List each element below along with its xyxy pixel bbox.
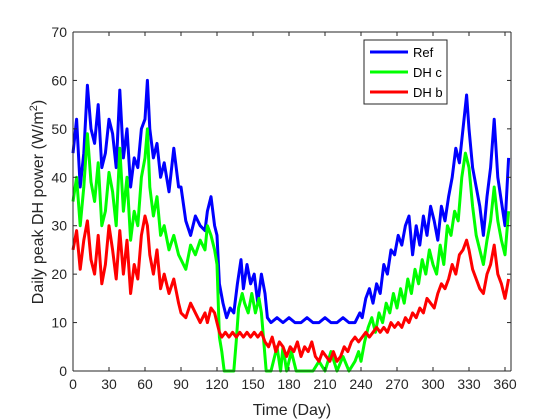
x-tick-label: 90 <box>173 376 189 392</box>
y-tick-label: 70 <box>51 24 67 40</box>
x-tick-label: 360 <box>493 376 517 392</box>
y-axis-label: Daily peak DH power (W/m2) <box>28 100 47 304</box>
y-axis-label-superscript: 2 <box>28 105 40 111</box>
x-tick-label: 150 <box>241 376 265 392</box>
x-tick-label: 60 <box>137 376 153 392</box>
x-tick-label: 330 <box>457 376 481 392</box>
legend: Ref DH c DH b <box>363 39 448 105</box>
x-tick-label: 30 <box>101 376 117 392</box>
ticks-layer: 0 30 60 90 120 150 180 210 240 270 300 330 360 0 10 20 3… <box>51 24 516 392</box>
legend-label-dh-c: DH c <box>413 65 442 80</box>
x-tick-label: 0 <box>69 376 77 392</box>
y-tick-label: 50 <box>51 121 67 137</box>
y-tick-label: 40 <box>51 169 67 185</box>
y-axis-label-main: Daily peak DH power (W/m <box>30 111 47 304</box>
legend-label-ref: Ref <box>413 45 434 60</box>
series-layer <box>71 78 511 373</box>
series-line-dh-c <box>71 127 511 373</box>
x-tick-label: 270 <box>385 376 409 392</box>
axes-layer <box>72 31 512 372</box>
x-tick-label: 240 <box>349 376 373 392</box>
series-line-dh-b <box>71 214 511 363</box>
x-axis-label: Time (Day) <box>253 402 332 419</box>
y-tick-label: 10 <box>51 315 67 331</box>
x-tick-label: 210 <box>313 376 337 392</box>
y-tick-label: 30 <box>51 218 67 234</box>
series-line-ref <box>71 78 511 325</box>
y-tick-label: 20 <box>51 266 67 282</box>
y-axis-label-tail: ) <box>30 100 47 105</box>
y-tick-label: 0 <box>59 363 67 379</box>
x-tick-label: 300 <box>421 376 445 392</box>
y-tick-label: 60 <box>51 72 67 88</box>
legend-label-dh-b: DH b <box>413 85 443 100</box>
x-tick-label: 180 <box>277 376 301 392</box>
x-tick-label: 120 <box>205 376 229 392</box>
